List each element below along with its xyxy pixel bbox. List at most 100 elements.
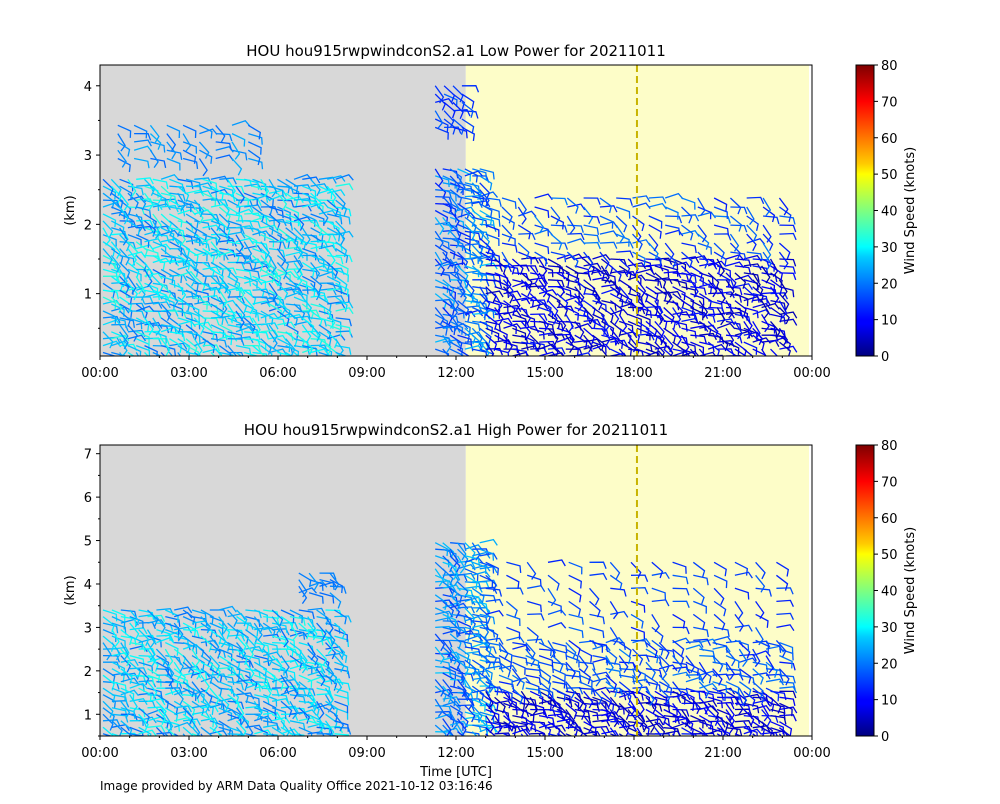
wind-barb [307, 642, 316, 661]
wind-barb [191, 609, 207, 621]
wind-barb [547, 258, 561, 273]
wind-barb [512, 281, 531, 288]
wind-barb [193, 206, 204, 225]
wind-barb [707, 341, 720, 356]
wind-barb [120, 687, 135, 701]
wind-barb [485, 215, 501, 227]
wind-barb [202, 234, 218, 246]
wind-barb [308, 572, 319, 591]
wind-barb [152, 185, 163, 204]
wind-barb [713, 242, 725, 260]
wind-barb [244, 227, 261, 237]
wind-barb [210, 188, 230, 196]
wind-barb [152, 275, 164, 293]
wind-barb [763, 215, 780, 225]
wind-barb [102, 713, 114, 731]
wind-barb [512, 676, 531, 684]
wind-barb [334, 700, 349, 714]
wind-barb [600, 265, 610, 284]
wind-barb [218, 694, 230, 712]
wind-barb [435, 298, 453, 307]
wind-barb [502, 272, 512, 291]
wind-barb [318, 220, 336, 230]
wind-barb [102, 654, 121, 663]
wind-barb [556, 314, 567, 332]
wind-barb [102, 227, 111, 246]
wind-barb [713, 635, 733, 643]
wind-barb [645, 715, 656, 734]
x-tick-label: 06:00 [259, 366, 296, 381]
wind-barb [285, 351, 293, 356]
wind-barb [442, 168, 459, 179]
wind-barb [485, 637, 504, 645]
wind-barb [326, 275, 341, 290]
wind-barb [521, 355, 524, 356]
wind-barb [335, 254, 353, 263]
wind-barb [494, 317, 513, 325]
wind-barb [111, 720, 123, 736]
wind-barb [442, 718, 452, 736]
wind-barb [200, 648, 212, 666]
wind-barb [574, 265, 590, 277]
wind-barb [556, 715, 570, 730]
wind-barb [672, 655, 683, 673]
wind-barb [729, 242, 741, 260]
wind-barb [630, 600, 646, 613]
wind-barb [525, 648, 536, 667]
wind-barb [547, 600, 562, 614]
wind-barb [550, 233, 563, 251]
wind-barb [618, 314, 628, 333]
wind-barb [227, 673, 246, 681]
wind-barb [457, 310, 476, 318]
wind-barb [235, 261, 253, 270]
wind-barb [271, 726, 285, 736]
wind-barb [335, 206, 352, 217]
wind-barb [464, 724, 482, 733]
wind-barb [280, 609, 295, 623]
wind-barb [335, 317, 352, 327]
wind-barb [697, 233, 710, 250]
wind-barb [147, 687, 163, 699]
wind-barb [770, 355, 772, 356]
wind-barb [485, 665, 504, 673]
wind-barb [191, 655, 205, 670]
wind-barb [565, 661, 576, 680]
wind-barb [494, 272, 509, 286]
wind-barb [252, 178, 267, 192]
wind-barb [743, 272, 760, 283]
wind-barb [697, 206, 712, 220]
wind-barb [227, 634, 246, 642]
y-tick-label: 4 [84, 578, 92, 593]
wind-barb [534, 206, 550, 218]
wind-barb [692, 561, 706, 578]
wind-barb [479, 203, 493, 218]
wind-barb [779, 224, 797, 233]
wind-barb [712, 655, 724, 673]
wind-barb [779, 215, 796, 225]
wind-barb [149, 133, 162, 150]
wind-barb [690, 355, 692, 356]
wind-barb [725, 311, 744, 319]
wind-barb [135, 261, 149, 278]
wind-barb [538, 668, 552, 684]
wind-barb [138, 629, 150, 647]
wind-barb [285, 192, 299, 208]
wind-barb [752, 279, 764, 297]
wind-barb [160, 227, 175, 241]
wind-barb [738, 648, 748, 667]
wind-barb [324, 687, 334, 707]
wind-barb [457, 265, 469, 283]
colorbar-tick-label: 50 [881, 548, 898, 563]
wind-barb [583, 206, 594, 225]
wind-barb [565, 681, 576, 699]
wind-barb [672, 690, 686, 705]
wind-barb [574, 702, 586, 721]
wind-barb [776, 599, 794, 607]
wind-barb [565, 654, 580, 668]
wind-barb [568, 587, 582, 603]
wind-barb [761, 355, 763, 356]
wind-barb [193, 317, 205, 335]
wind-barb [589, 587, 600, 606]
wind-barb [442, 244, 456, 260]
y-tick-label: 4 [84, 80, 92, 95]
